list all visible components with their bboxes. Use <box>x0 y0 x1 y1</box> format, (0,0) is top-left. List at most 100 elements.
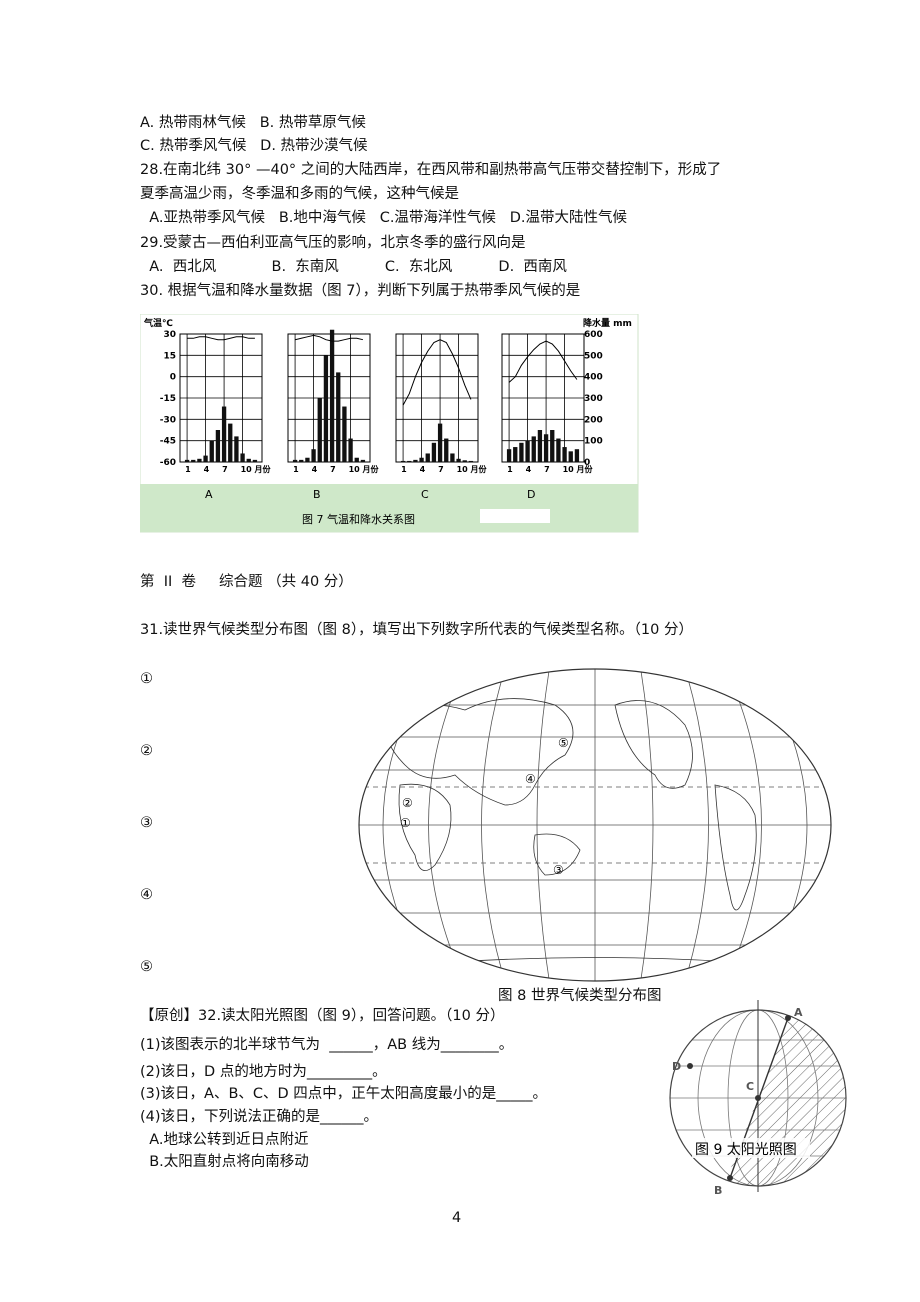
precipitation-bar <box>425 453 430 462</box>
question-item: (1)该图表示的北半球节气为 ______，AB 线为________。 <box>140 1037 514 1053</box>
question-item: (4)该日，下列说法正确的是______。 <box>140 1109 379 1125</box>
precipitation-bar <box>292 459 298 462</box>
temperature-line <box>187 336 255 341</box>
blank-label: ④ <box>140 887 153 903</box>
y2-tick-label: 200 <box>584 415 603 425</box>
precipitation-bar <box>299 459 304 462</box>
globe-point-label: C <box>746 1080 754 1093</box>
precipitation-bar <box>462 460 467 462</box>
precipitation-bar <box>468 460 474 462</box>
precipitation-bar <box>431 442 437 462</box>
chart-label: C <box>421 488 429 501</box>
y2-tick-label: 400 <box>584 373 603 383</box>
figure-caption: 图 9 太阳光照图 <box>695 1142 797 1158</box>
climate-chart: 1 4 7 10 月份 <box>501 333 594 474</box>
precipitation-bar <box>543 434 549 462</box>
question-item: A.地球公转到近日点附近 <box>140 1132 309 1148</box>
question-stem: 29.受蒙古—西伯利亚高气压的影响，北京冬季的盛行风向是 <box>140 235 526 251</box>
figure-caption: 图 7 气温和降水关系图 <box>302 512 415 526</box>
map-label: ④ <box>525 772 536 786</box>
precipitation-bar <box>246 458 251 462</box>
y-tick-label: -60 <box>160 458 176 468</box>
map-outline <box>358 668 832 982</box>
caption-band <box>140 484 638 532</box>
precipitation-bar <box>419 457 424 462</box>
y2-tick-label: 500 <box>584 351 603 361</box>
section-title: 第 II 卷 综合题 （共 40 分） <box>140 574 353 590</box>
world-map: ① ② ③ ④ ⑤ <box>358 668 832 982</box>
precipitation-bar <box>209 440 214 462</box>
x-tick-label: 7 <box>544 465 550 474</box>
climate-chart: 1 4 7 10 月份 <box>395 333 488 474</box>
precipitation-bar <box>400 460 406 462</box>
globe-point-label: A <box>794 1006 803 1019</box>
x-tick-label: 10 月份 <box>349 464 380 474</box>
precipitation-bar <box>407 460 412 462</box>
chart-label: D <box>527 488 535 501</box>
map-label: ② <box>402 796 413 810</box>
x-tick-label: 1 <box>293 465 299 474</box>
globe-point-label: B <box>714 1184 722 1195</box>
y-tick-label: -45 <box>160 437 176 447</box>
precipitation-bar <box>197 458 202 462</box>
precipitation-bar <box>329 329 335 462</box>
precipitation-bar <box>342 406 347 462</box>
map-label: ① <box>400 816 411 830</box>
y-tick-label: 30 <box>163 330 176 340</box>
climate-chart: 1 4 7 10 月份 <box>287 329 380 474</box>
precipitation-bar <box>354 457 359 462</box>
precipitation-bar <box>531 436 536 462</box>
y-axis-title: 气温℃ <box>143 317 173 329</box>
y2-tick-label: 100 <box>584 437 603 447</box>
precipitation-bar <box>450 453 455 462</box>
precipitation-bar <box>336 372 341 462</box>
x-tick-label: 7 <box>222 465 228 474</box>
precipitation-bar <box>360 459 366 462</box>
blot <box>480 509 550 523</box>
option-line: C. 热带季风气候 D. 热带沙漠气候 <box>140 138 368 154</box>
precipitation-bar <box>317 398 322 462</box>
precipitation-bar <box>550 430 555 462</box>
figure-7: 气温℃ 降水量 mm 30 15 0 -15 -30 -45 -60 600 500 400 300 20… <box>140 314 639 533</box>
precipitation-bar <box>348 438 353 462</box>
y2-axis-title: 降水量 mm <box>583 317 632 329</box>
chart-label: B <box>313 488 321 501</box>
y-tick-label: 15 <box>163 351 176 361</box>
question-stem: 夏季高温少雨，冬季温和多雨的气候，这种气候是 <box>140 186 459 202</box>
option-line: A. 西北风 B. 东南风 C. 东北风 D. 西南风 <box>140 259 567 275</box>
precipitation-bar <box>240 453 245 462</box>
blank-label: ② <box>140 743 153 759</box>
precipitation-bar <box>562 447 567 462</box>
question-stem: 【原创】32.读太阳光照图（图 9），回答问题。（10 分） <box>140 1008 505 1024</box>
precipitation-bar <box>513 447 518 462</box>
precipitation-bar <box>537 430 543 462</box>
precipitation-bar <box>556 438 561 462</box>
option-line: A.亚热带季风气候 B.地中海气候 C.温带海洋性气候 D.温带大陆性气候 <box>140 210 628 226</box>
precipitation-bar <box>444 438 449 462</box>
y-tick-label: 0 <box>170 373 176 383</box>
x-tick-label: 4 <box>420 465 426 474</box>
precipitation-bar <box>184 459 190 462</box>
precipitation-bar <box>215 430 221 462</box>
precipitation-bar <box>519 442 524 462</box>
x-tick-label: 7 <box>438 465 444 474</box>
blank-label: ⑤ <box>140 959 153 975</box>
temperature-line <box>508 340 578 383</box>
precipitation-bar <box>323 355 329 462</box>
x-tick-label: 1 <box>401 465 407 474</box>
x-tick-label: 10 月份 <box>241 464 272 474</box>
chart-label: A <box>205 488 213 501</box>
x-tick-label: 7 <box>330 465 336 474</box>
precipitation-bar <box>252 459 258 462</box>
precipitation-bar <box>437 423 443 462</box>
x-tick-label: 4 <box>526 465 532 474</box>
question-stem: 31.读世界气候类型分布图（图 8），填写出下列数字所代表的气候类型名称。（10… <box>140 622 693 638</box>
blank-label: ③ <box>140 815 153 831</box>
temperature-line <box>402 339 472 406</box>
precipitation-bar <box>506 449 512 462</box>
y2-tick-label: 600 <box>584 330 603 340</box>
figure-caption: 图 8 世界气候类型分布图 <box>498 988 662 1004</box>
globe-figure: A B C D 图 9 太阳光照图 <box>669 1000 847 1195</box>
precipitation-bar <box>305 457 310 462</box>
precipitation-bar <box>525 440 530 462</box>
